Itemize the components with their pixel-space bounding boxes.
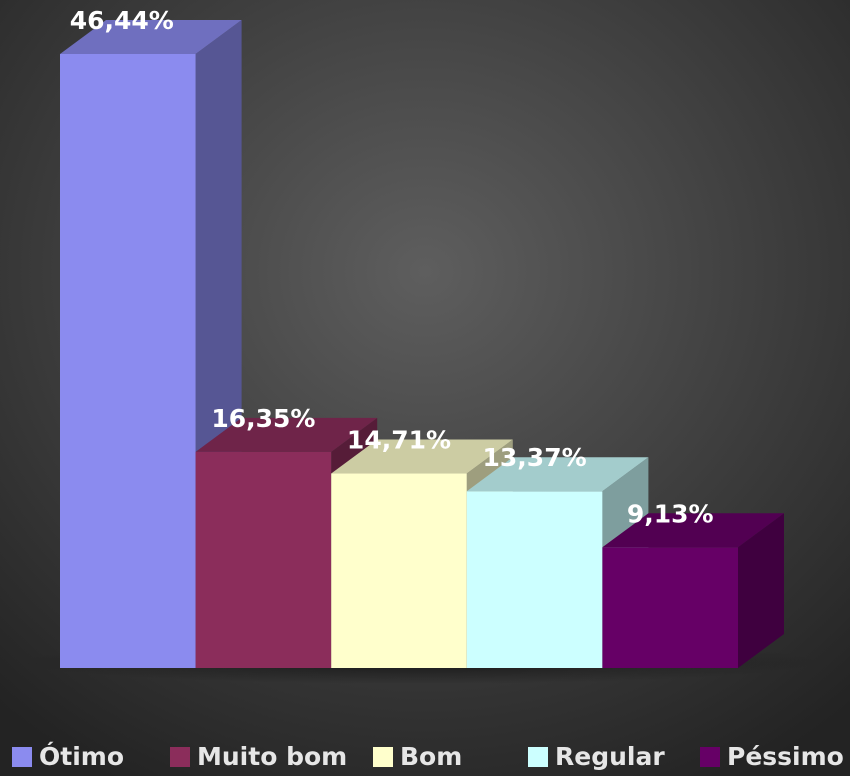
legend-swatch [700, 747, 720, 767]
bar-top [195, 417, 378, 452]
bar-top [331, 439, 513, 474]
bar [60, 54, 196, 668]
bar [331, 473, 467, 668]
value-label: 14,71% [347, 426, 451, 455]
bar-side [738, 513, 784, 668]
legend-swatch [170, 747, 190, 767]
bar [466, 491, 603, 668]
legend-swatch [12, 747, 32, 767]
legend-label: Ótimo [39, 741, 124, 771]
value-label: 13,37% [483, 443, 587, 472]
value-label: 9,13% [627, 499, 714, 528]
legend-swatch [373, 747, 393, 767]
bar [195, 451, 332, 668]
legend-label: Péssimo [727, 742, 844, 771]
legend-label: Regular [555, 742, 665, 771]
bar-top [60, 20, 242, 54]
value-label: 46,44% [70, 6, 174, 35]
legend-label: Muito bom [197, 742, 347, 771]
legend-swatch [528, 747, 548, 767]
bar-top [466, 457, 649, 492]
bar-top [602, 513, 784, 548]
legend-label: Bom [400, 742, 462, 771]
bar [602, 547, 738, 668]
value-label: 16,35% [211, 404, 315, 433]
